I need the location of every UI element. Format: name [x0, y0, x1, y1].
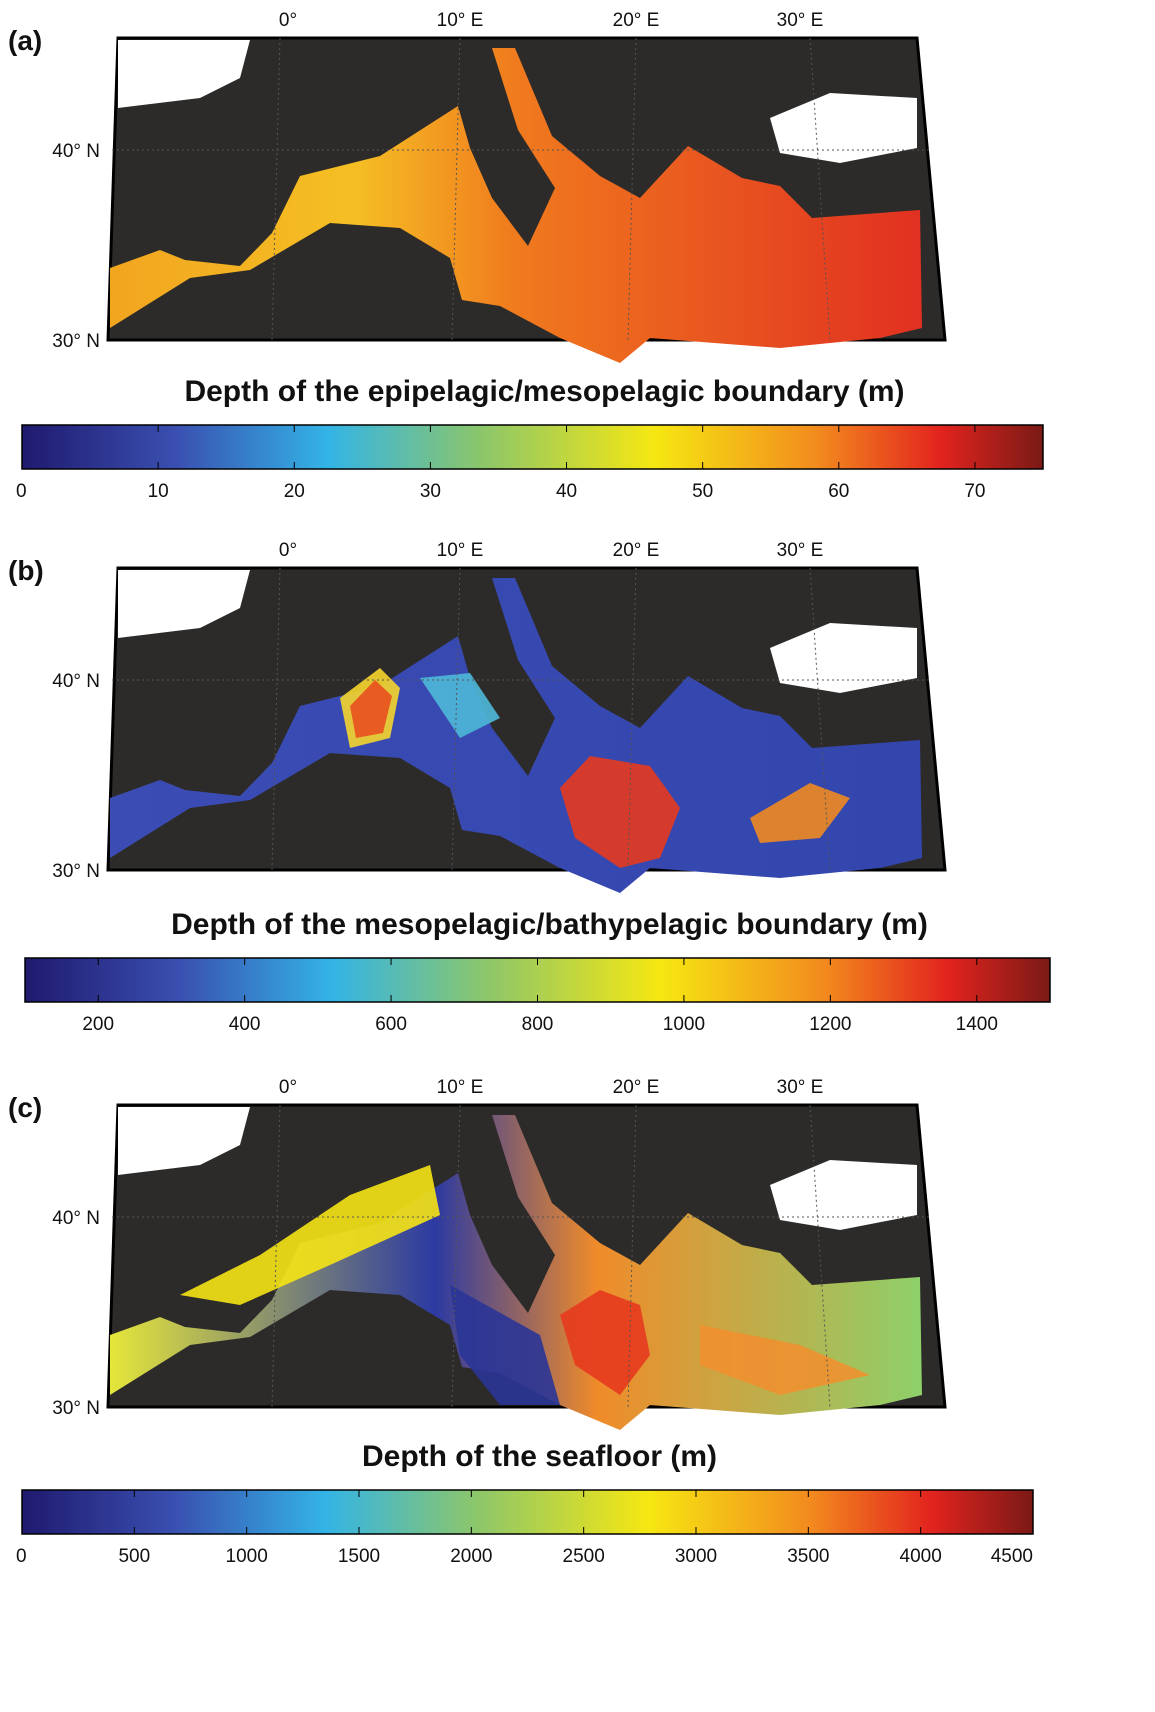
- lat-label: 30° N: [52, 331, 100, 352]
- colorbar-tick-label: 20: [284, 481, 305, 502]
- lon-label: 0°: [279, 10, 297, 31]
- land-white: [770, 1160, 917, 1230]
- lat-label: 30° N: [52, 1398, 100, 1419]
- land-white: [118, 1107, 250, 1175]
- lon-label: 30° E: [777, 10, 824, 31]
- sea-field: [180, 1165, 440, 1305]
- lon-label: 20° E: [613, 1077, 660, 1098]
- graticule: [271, 37, 281, 341]
- lat-label: 40° N: [52, 141, 100, 162]
- sea-field: [560, 756, 680, 868]
- colorbar-tick-label: 30: [420, 481, 441, 502]
- graticule: [451, 37, 461, 341]
- colorbar-title: Depth of the seafloor (m): [362, 1440, 717, 1473]
- map-panel: 0° 10° E 20° E 30° E 40° N 30° N: [52, 10, 947, 363]
- map-panel: 0° 10° E 20° E 30° E 40° N 30° N: [52, 1077, 947, 1430]
- colorbar-tick-label: 70: [964, 481, 985, 502]
- colorbar-tick-label: 1000: [663, 1014, 705, 1035]
- graticule: [451, 567, 461, 871]
- colorbar-tick-label: 3000: [675, 1546, 717, 1567]
- land-white: [118, 570, 250, 638]
- sea-field: [420, 673, 500, 738]
- colorbar-tick-label: 3500: [787, 1546, 829, 1567]
- colorbar-tick-label: 10: [148, 481, 169, 502]
- colorbar-tick-label: 1000: [226, 1546, 268, 1567]
- colorbar-tick-label: 500: [118, 1546, 150, 1567]
- land-white: [770, 623, 917, 693]
- sea: [110, 578, 922, 893]
- sea-field: [560, 1290, 650, 1395]
- graticule: [809, 567, 831, 871]
- lon-label: 10° E: [437, 540, 484, 561]
- colorbar: [21, 424, 1044, 470]
- panel-label: (c): [8, 1092, 42, 1123]
- lon-label: 10° E: [437, 1077, 484, 1098]
- colorbar-tick-label: 1200: [809, 1014, 851, 1035]
- colorbar-tick-label: 2000: [450, 1546, 492, 1567]
- colorbar-tick-label: 0: [16, 481, 27, 502]
- lat-label: 40° N: [52, 671, 100, 692]
- colorbar-tick-label: 1500: [338, 1546, 380, 1567]
- colorbar-tick-label: 1400: [956, 1014, 998, 1035]
- sea: [110, 48, 922, 363]
- graticule: [809, 1104, 831, 1408]
- colorbar-tick-label: 50: [692, 481, 713, 502]
- sea-field: [350, 680, 392, 738]
- graticule: [809, 37, 831, 341]
- sea-field: [450, 1285, 560, 1405]
- colorbar-tick-label: 40: [556, 481, 577, 502]
- colorbar-tick-label: 800: [522, 1014, 554, 1035]
- graticule: [627, 1104, 637, 1408]
- lon-label: 0°: [279, 540, 297, 561]
- lon-label: 20° E: [613, 540, 660, 561]
- colorbar-title: Depth of the mesopelagic/bathypelagic bo…: [171, 908, 928, 941]
- graticule: [271, 567, 281, 871]
- land-white: [118, 40, 250, 108]
- graticule: [627, 37, 637, 341]
- sea-field: [700, 1325, 870, 1395]
- lat-label: 40° N: [52, 1208, 100, 1229]
- lat-label: 30° N: [52, 861, 100, 882]
- colorbar-tick-label: 600: [375, 1014, 407, 1035]
- colorbar: [21, 1489, 1034, 1535]
- colorbar-tick-label: 4500: [991, 1546, 1033, 1567]
- map-panel: 0° 10° E 20° E 30° E 40° N 30° N: [52, 540, 947, 893]
- lon-label: 30° E: [777, 540, 824, 561]
- lon-label: 20° E: [613, 10, 660, 31]
- colorbar-tick-label: 0: [16, 1546, 27, 1567]
- panel-label: (b): [8, 555, 44, 586]
- colorbar-tick-label: 200: [82, 1014, 114, 1035]
- graticule: [451, 1104, 461, 1408]
- graticule: [271, 1104, 281, 1408]
- lon-label: 0°: [279, 1077, 297, 1098]
- lon-label: 30° E: [777, 1077, 824, 1098]
- colorbar-tick-label: 60: [828, 481, 849, 502]
- colorbar-tick-label: 2500: [563, 1546, 605, 1567]
- land-white: [770, 93, 917, 163]
- colorbar-tick-label: 400: [229, 1014, 261, 1035]
- lon-label: 10° E: [437, 10, 484, 31]
- panel-label: (a): [8, 25, 42, 56]
- colorbar: [24, 957, 1051, 1003]
- graticule: [627, 567, 637, 871]
- colorbar-tick-label: 4000: [900, 1546, 942, 1567]
- colorbar-title: Depth of the epipelagic/mesopelagic boun…: [184, 375, 904, 408]
